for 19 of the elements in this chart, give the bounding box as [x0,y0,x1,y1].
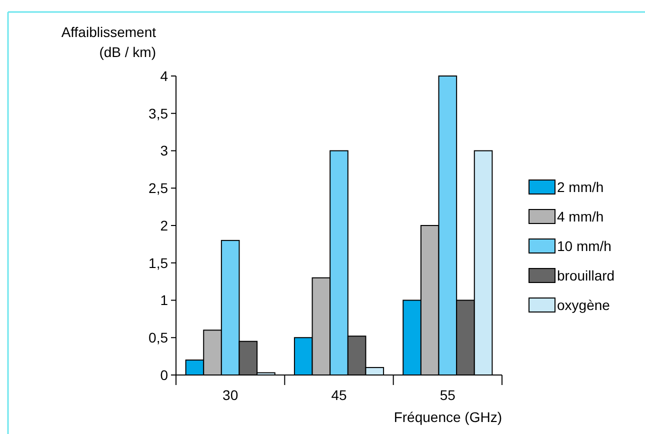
y-tick-label: 4 [160,68,168,84]
y-tick-label: 3 [160,142,168,159]
y-tick-label: 3,5 [148,105,168,122]
x-tick-label: 30 [222,387,238,403]
y-tick-label: 2,5 [148,180,168,196]
y-tick-label: 0,5 [148,330,168,346]
legend-label: 4 mm/h [557,208,604,224]
legend-label: brouillard [557,267,615,284]
x-tick-label: 45 [331,387,347,403]
y-axis-title: Affaiblissement (dB / km) [61,24,156,60]
y-tick-label: 2 [160,217,168,234]
y-tick-label: 1 [160,292,168,308]
y-tick-label: 1,5 [148,254,168,271]
legend-label: oxygène [557,296,610,313]
legend-label: 2 mm/h [557,178,604,195]
y-tick-label: 0 [160,366,168,383]
x-tick-label: 55 [440,387,456,403]
x-axis-title: Fréquence (GHz) [394,409,502,425]
legend-label: 10 mm/h [557,238,612,254]
